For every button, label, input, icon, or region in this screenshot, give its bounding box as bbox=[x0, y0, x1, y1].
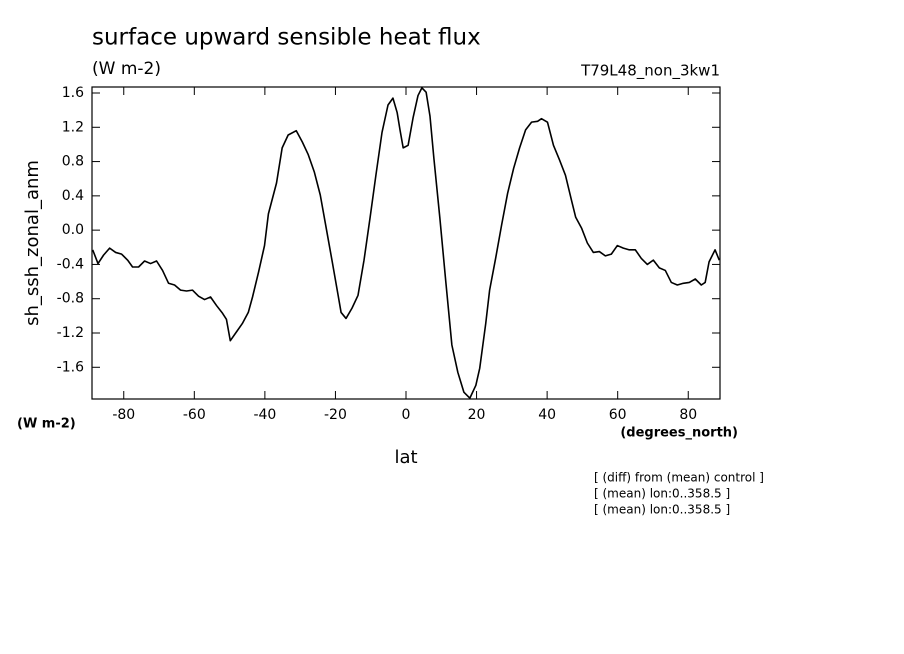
x-units: (degrees_north) bbox=[620, 426, 738, 441]
x-tick-label: -60 bbox=[183, 407, 206, 423]
x-tick-label: -80 bbox=[112, 407, 135, 423]
y-tick-label: 1.2 bbox=[62, 119, 84, 135]
note: [ (mean) lon:0..358.5 ] bbox=[594, 503, 730, 517]
x-tick-label: 60 bbox=[609, 407, 627, 423]
y-tick-label: 1.6 bbox=[62, 85, 84, 101]
x-tick-label: 0 bbox=[402, 407, 411, 423]
x-tick-label: 40 bbox=[538, 407, 556, 423]
y-tick-label: -1.2 bbox=[57, 325, 84, 341]
x-tick-label: 20 bbox=[468, 407, 486, 423]
x-tick-label: 80 bbox=[679, 407, 697, 423]
data-line bbox=[91, 87, 721, 399]
x-tick-label: -20 bbox=[324, 407, 347, 423]
subtitle: (W m-2) bbox=[92, 59, 161, 79]
y-units: (W m-2) bbox=[17, 417, 76, 432]
note: [ (mean) lon:0..358.5 ] bbox=[594, 487, 730, 501]
y-tick-label: -0.4 bbox=[57, 256, 84, 272]
y-tick-label: 0.0 bbox=[62, 222, 84, 238]
y-tick-label: -0.8 bbox=[57, 291, 84, 307]
y-tick-label: 0.8 bbox=[62, 154, 84, 170]
y-tick-label: -1.6 bbox=[57, 359, 84, 375]
note: [ (diff) from (mean) control ] bbox=[594, 471, 764, 485]
x-axis-label: lat bbox=[394, 447, 417, 468]
dataset-label: T79L48_non_3kw1 bbox=[580, 62, 720, 81]
y-tick-label: 0.4 bbox=[62, 188, 84, 204]
chart-title: surface upward sensible heat flux bbox=[92, 25, 481, 51]
x-tick-label: -40 bbox=[253, 407, 276, 423]
y-axis-label: sh_ssh_zonal_anm bbox=[22, 160, 43, 326]
